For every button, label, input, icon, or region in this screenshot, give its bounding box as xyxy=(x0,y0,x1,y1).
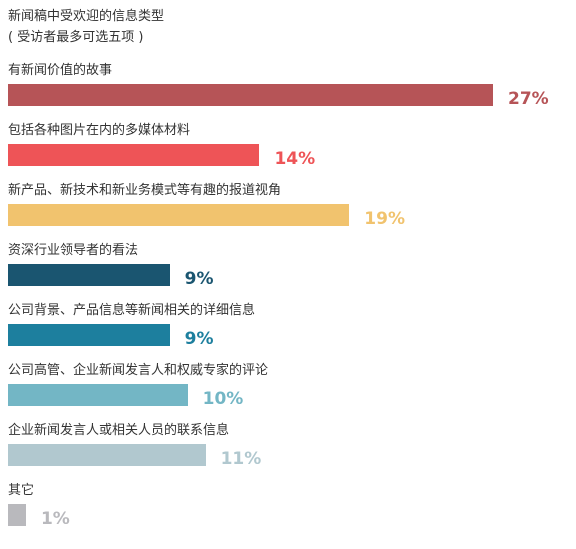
chart-subtitle: ( 受访者最多可选五项 ) xyxy=(8,30,144,45)
value-label: 11% xyxy=(220,449,262,469)
bar xyxy=(8,264,170,286)
chart-title: 新闻稿中受欢迎的信息类型 xyxy=(8,9,165,24)
bar xyxy=(8,444,206,466)
value-label: 1% xyxy=(40,509,70,529)
bar xyxy=(8,144,260,166)
bar xyxy=(8,84,493,106)
bar xyxy=(8,324,170,346)
category-label: 资深行业领导者的看法 xyxy=(8,243,139,258)
bar xyxy=(8,504,26,526)
value-label: 27% xyxy=(508,89,549,109)
category-label: 公司背景、产品信息等新闻相关的详细信息 xyxy=(8,303,256,318)
value-label: 10% xyxy=(202,389,244,409)
value-label: 19% xyxy=(364,209,405,229)
value-label: 9% xyxy=(184,269,214,289)
bar xyxy=(8,204,350,226)
value-label: 14% xyxy=(274,149,316,169)
category-label: 其它 xyxy=(8,483,35,498)
category-label: 包括各种图片在内的多媒体材料 xyxy=(8,123,191,138)
category-label: 新产品、新技术和新业务模式等有趣的报道视角 xyxy=(8,183,282,198)
category-label: 企业新闻发言人或相关人员的联系信息 xyxy=(8,423,230,438)
category-label: 公司高管、企业新闻发言人和权威专家的评论 xyxy=(8,363,269,378)
bar xyxy=(8,384,188,406)
category-label: 有新闻价值的故事 xyxy=(8,63,113,78)
value-label: 9% xyxy=(184,329,214,349)
